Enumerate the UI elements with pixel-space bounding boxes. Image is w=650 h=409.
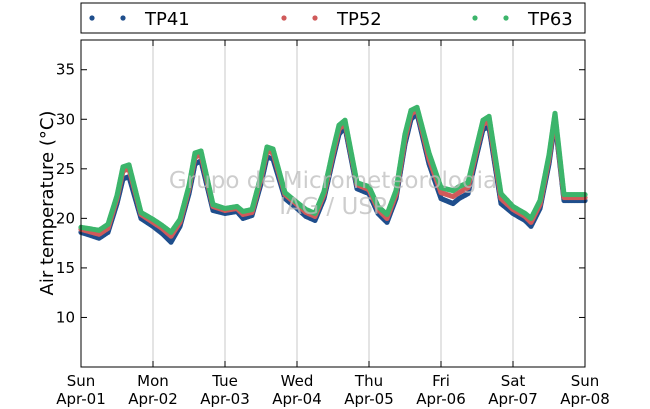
series-segment (426, 151, 444, 189)
x-tick-label-date: Apr-04 (272, 390, 322, 408)
x-axis: SunApr-01MonApr-02TueApr-03WedApr-04ThuA… (56, 40, 610, 408)
series-segment (529, 199, 542, 220)
y-tick-label: 30 (56, 110, 75, 128)
x-tick-label-weekday: Sun (571, 372, 600, 390)
series-segment (393, 133, 408, 192)
x-tick-label-date: Apr-03 (200, 390, 250, 408)
legend-marker (472, 15, 478, 21)
series-segment (367, 185, 380, 208)
x-tick-label-date: Apr-05 (344, 390, 394, 408)
legend-item-tp52: TP52 (281, 9, 382, 30)
series-segment (270, 147, 288, 194)
x-tick-label-weekday: Thu (354, 372, 383, 390)
series-segment (283, 190, 299, 205)
legend-label: TP52 (336, 9, 382, 30)
series-segment (439, 196, 455, 206)
legend-marker (281, 15, 287, 21)
legend-entries: TP41 TP52 TP63 (89, 9, 573, 30)
x-tick-label-weekday: Tue (211, 372, 238, 390)
y-axis-label: Air temperature (°C) (37, 111, 58, 296)
series-segment (223, 204, 239, 211)
x-tick-label-weekday: Fri (432, 372, 450, 390)
series-segment (414, 106, 432, 154)
series-segment (313, 190, 326, 215)
legend-item-tp41: TP41 (89, 9, 190, 30)
series-segment (486, 115, 504, 195)
series-segment (402, 109, 414, 136)
watermark-line-1: Grupo de Micrometeorologia (169, 168, 497, 194)
legend-marker (312, 15, 318, 21)
series-segment (321, 148, 336, 193)
y-tick-label: 35 (56, 61, 75, 79)
series-layer (78, 104, 588, 245)
series-segment (126, 163, 144, 214)
x-tick-label-weekday: Wed (281, 372, 314, 390)
y-tick-label: 20 (56, 209, 75, 227)
series-segment (457, 185, 470, 195)
x-tick-label-date: Apr-06 (416, 390, 466, 408)
series-segment (384, 189, 399, 216)
legend-marker (120, 15, 126, 21)
legend-item-tp63: TP63 (472, 9, 573, 30)
y-tick-label: 10 (56, 308, 75, 326)
watermark-line-2: IAG / USP (279, 194, 387, 220)
x-tick-label-date: Apr-08 (560, 390, 610, 408)
x-tick-label-date: Apr-02 (128, 390, 178, 408)
series-segment (97, 222, 110, 233)
watermark: Grupo de Micrometeorologia IAG / USP (169, 168, 497, 220)
series-segment (177, 184, 192, 221)
series-segment (552, 112, 567, 196)
series-segment (249, 174, 264, 211)
y-tick-label: 15 (56, 259, 75, 277)
series-tp63 (78, 104, 588, 235)
series-segment (499, 192, 515, 208)
series-segment (474, 119, 486, 147)
legend: TP41 TP52 TP63 (80, 2, 586, 34)
x-tick-label-weekday: Sat (501, 372, 526, 390)
x-tick-label-weekday: Mon (137, 372, 169, 390)
x-tick-label-weekday: Sun (67, 372, 96, 390)
plot-frame (80, 39, 586, 368)
series-segment (186, 151, 198, 187)
legend-marker (503, 15, 509, 21)
legend-marker (89, 15, 95, 21)
legend-label: TP41 (144, 9, 190, 30)
y-axis: 10 15 20 25 30 35 (56, 61, 585, 326)
x-tick-label-date: Apr-01 (56, 390, 106, 408)
series-segment (198, 149, 216, 206)
series-segment (537, 153, 552, 202)
x-tick-label-date: Apr-07 (488, 390, 538, 408)
y-tick-label: 25 (56, 160, 75, 178)
legend-label: TP63 (527, 9, 573, 30)
series-segment (330, 124, 342, 152)
legend-box (80, 2, 586, 34)
